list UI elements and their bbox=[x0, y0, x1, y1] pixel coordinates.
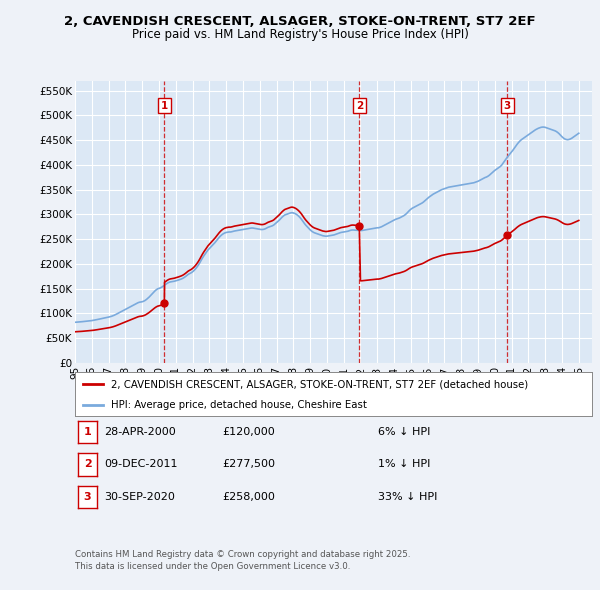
Text: £258,000: £258,000 bbox=[222, 492, 275, 502]
Text: 2, CAVENDISH CRESCENT, ALSAGER, STOKE-ON-TRENT, ST7 2EF (detached house): 2, CAVENDISH CRESCENT, ALSAGER, STOKE-ON… bbox=[111, 379, 529, 389]
Text: 1% ↓ HPI: 1% ↓ HPI bbox=[378, 460, 430, 469]
Text: 2: 2 bbox=[84, 460, 91, 469]
Text: 1: 1 bbox=[161, 100, 168, 110]
Text: 1: 1 bbox=[84, 427, 91, 437]
Text: 33% ↓ HPI: 33% ↓ HPI bbox=[378, 492, 437, 502]
Text: This data is licensed under the Open Government Licence v3.0.: This data is licensed under the Open Gov… bbox=[75, 562, 350, 571]
Text: Contains HM Land Registry data © Crown copyright and database right 2025.: Contains HM Land Registry data © Crown c… bbox=[75, 550, 410, 559]
Text: 3: 3 bbox=[84, 492, 91, 502]
Text: £120,000: £120,000 bbox=[222, 427, 275, 437]
Text: 3: 3 bbox=[504, 100, 511, 110]
Text: 09-DEC-2011: 09-DEC-2011 bbox=[104, 460, 178, 469]
Text: £277,500: £277,500 bbox=[222, 460, 275, 469]
Text: Price paid vs. HM Land Registry's House Price Index (HPI): Price paid vs. HM Land Registry's House … bbox=[131, 28, 469, 41]
Text: 2, CAVENDISH CRESCENT, ALSAGER, STOKE-ON-TRENT, ST7 2EF: 2, CAVENDISH CRESCENT, ALSAGER, STOKE-ON… bbox=[64, 15, 536, 28]
Text: HPI: Average price, detached house, Cheshire East: HPI: Average price, detached house, Ches… bbox=[111, 400, 367, 410]
Text: 6% ↓ HPI: 6% ↓ HPI bbox=[378, 427, 430, 437]
Text: 30-SEP-2020: 30-SEP-2020 bbox=[104, 492, 175, 502]
Text: 28-APR-2000: 28-APR-2000 bbox=[104, 427, 176, 437]
Text: 2: 2 bbox=[356, 100, 363, 110]
